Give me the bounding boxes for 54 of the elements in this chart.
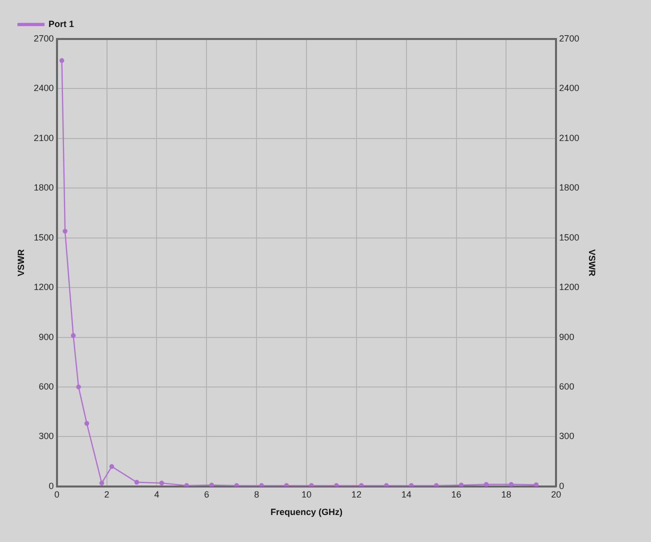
point bbox=[99, 480, 104, 486]
point bbox=[109, 464, 114, 469]
point bbox=[334, 483, 339, 486]
x-tick-label: 20 bbox=[551, 489, 562, 500]
y2-tick-label: 2400 bbox=[559, 83, 580, 94]
y-tick-label: 1800 bbox=[34, 182, 54, 193]
x-tick-label: 10 bbox=[301, 489, 312, 500]
point bbox=[62, 228, 68, 234]
y2-tick-label: 1500 bbox=[559, 232, 580, 242]
x-tick-label: 6 bbox=[204, 489, 210, 500]
legend-label: Port 1 bbox=[48, 18, 74, 29]
point bbox=[359, 483, 364, 486]
y2-tick-label: 2700 bbox=[559, 33, 580, 44]
y2-tick-label: 300 bbox=[559, 431, 574, 442]
y2-tick-label: 1800 bbox=[559, 182, 580, 193]
x-tick-label: 12 bbox=[351, 489, 362, 500]
point bbox=[234, 483, 239, 486]
y2-tick-label: 0 bbox=[559, 480, 564, 491]
point bbox=[458, 482, 464, 486]
y-tick-label: 0 bbox=[48, 480, 54, 491]
x-tick-label: 18 bbox=[501, 489, 512, 500]
y-tick-label: 900 bbox=[38, 332, 54, 342]
x-tick-label: 4 bbox=[154, 489, 160, 500]
point bbox=[534, 482, 539, 486]
y2-tick-label: 1200 bbox=[559, 282, 580, 292]
x-axis-title: Frequency (GHz) bbox=[270, 507, 343, 518]
y2-tick-label: 2100 bbox=[559, 132, 580, 143]
y2-tick-label: 900 bbox=[559, 332, 574, 342]
y-tick-label: 600 bbox=[38, 381, 54, 392]
y-tick-label: 2700 bbox=[34, 33, 54, 44]
y-tick-label: 300 bbox=[38, 431, 54, 442]
x-tick-label: 14 bbox=[401, 489, 412, 500]
point bbox=[284, 483, 289, 486]
point bbox=[76, 384, 81, 390]
point bbox=[484, 482, 489, 486]
y2-axis-title: VSWR bbox=[587, 249, 598, 277]
y-tick-label: 2100 bbox=[34, 132, 54, 143]
y-tick-label: 1200 bbox=[34, 282, 54, 292]
point bbox=[159, 480, 164, 486]
y2-tick-label: 600 bbox=[559, 381, 574, 392]
x-tick-label: 8 bbox=[254, 489, 260, 500]
point bbox=[59, 58, 64, 63]
point bbox=[70, 333, 76, 338]
x-tick-label: 2 bbox=[104, 489, 110, 500]
x-tick-label: 16 bbox=[451, 489, 462, 500]
point bbox=[309, 483, 314, 486]
point bbox=[209, 482, 214, 486]
y-tick-label: 1500 bbox=[34, 232, 54, 242]
y-tick-label: 2400 bbox=[34, 83, 54, 94]
y-axis-title: VSWR bbox=[16, 248, 26, 276]
point bbox=[259, 483, 264, 486]
point bbox=[508, 482, 514, 486]
point bbox=[134, 480, 140, 485]
point bbox=[84, 421, 90, 426]
